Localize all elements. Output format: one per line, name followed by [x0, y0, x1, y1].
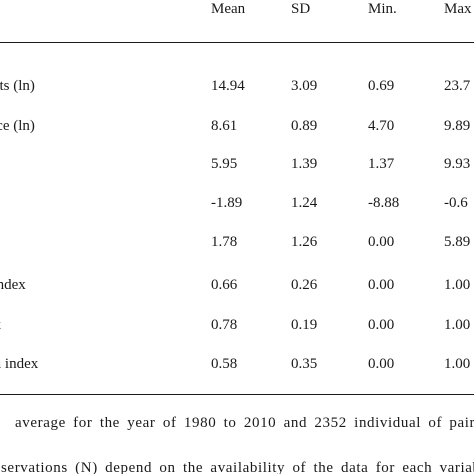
- header-max: Max: [444, 1, 472, 17]
- table-note-line-2: servations (N) depend on the availabilit…: [1, 460, 474, 474]
- cell-max: 23.7: [444, 78, 471, 94]
- cell-min: 0.00: [368, 277, 395, 293]
- row-label: stance (ln): [0, 118, 35, 134]
- cell-sd: 1.39: [291, 156, 318, 172]
- cell-mean: -1.89: [211, 195, 243, 211]
- cell-sd: 0.26: [291, 277, 318, 293]
- cell-sd: 0.35: [291, 356, 318, 372]
- cell-mean: 14.94: [211, 78, 245, 94]
- cell-sd: 0.89: [291, 118, 318, 134]
- header-sd: SD: [291, 1, 311, 17]
- cell-max: 1.00: [444, 356, 471, 372]
- cell-mean: 0.58: [211, 356, 238, 372]
- cell-max: 1.00: [444, 277, 471, 293]
- cell-max: 1.00: [444, 317, 471, 333]
- cell-mean: 1.78: [211, 234, 238, 250]
- cell-min: 4.70: [368, 118, 395, 134]
- cell-mean: 5.95: [211, 156, 238, 172]
- table-top-rule: [0, 42, 474, 43]
- cell-sd: 3.09: [291, 78, 318, 94]
- row-label: ndex: [0, 316, 1, 334]
- cell-sd: 0.19: [291, 317, 318, 333]
- cell-sd: 1.24: [291, 195, 318, 211]
- table-bottom-rule: [0, 394, 474, 395]
- cell-max: 9.93: [444, 156, 471, 172]
- row-label: form index: [0, 356, 39, 372]
- cell-min: 0.00: [368, 356, 395, 372]
- cell-max: 5.89: [444, 234, 471, 250]
- row-label: xports (ln): [0, 78, 35, 94]
- cell-mean: 8.61: [211, 118, 238, 134]
- row-label: rm index: [0, 277, 26, 293]
- cell-min: 0.69: [368, 78, 395, 94]
- cell-min: 0.00: [368, 234, 395, 250]
- table-note-line-1: average for the year of 1980 to 2010 and…: [15, 415, 474, 431]
- cell-min: 1.37: [368, 156, 395, 172]
- cell-sd: 1.26: [291, 234, 318, 250]
- header-mean: Mean: [211, 1, 246, 17]
- cell-mean: 0.66: [211, 277, 238, 293]
- header-min: Min.: [368, 1, 397, 17]
- cell-min: -8.88: [368, 195, 400, 211]
- cell-max: -0.6: [444, 195, 468, 211]
- cell-mean: 0.78: [211, 317, 238, 333]
- cell-max: 9.89: [444, 118, 471, 134]
- cell-min: 0.00: [368, 317, 395, 333]
